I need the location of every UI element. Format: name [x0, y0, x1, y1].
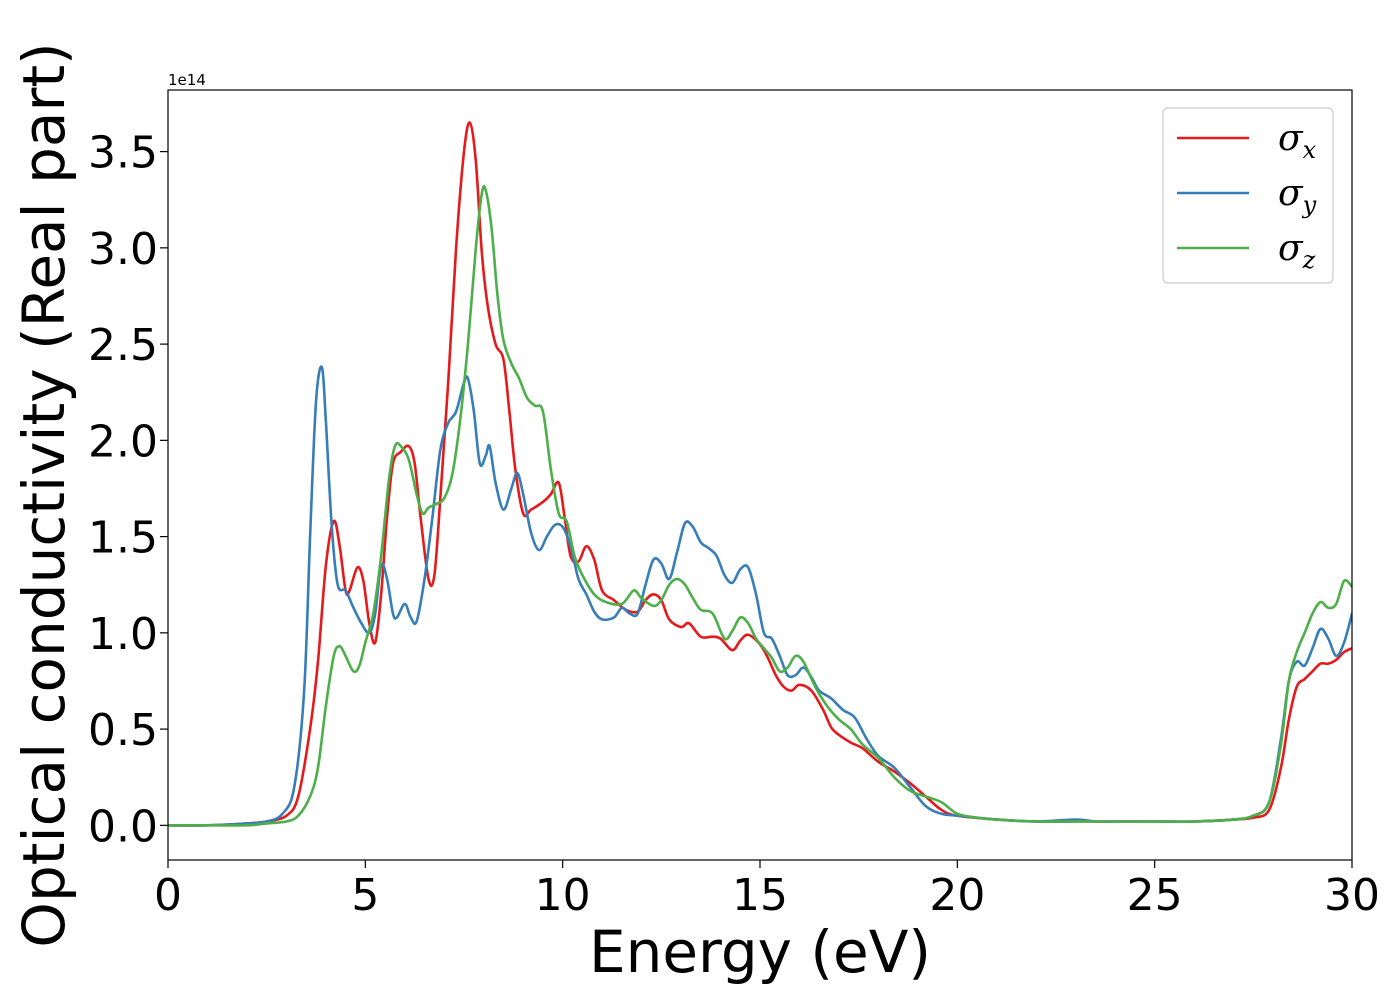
x-tick-label: 15: [732, 870, 788, 921]
legend-label-y: σy: [1278, 173, 1317, 219]
series-layer: [168, 121, 1352, 827]
y-tick-label: 0.5: [88, 705, 158, 756]
x-tick-label: 20: [929, 870, 985, 921]
x-tick-label: 25: [1127, 870, 1183, 921]
y-tick-label: 3.0: [88, 224, 158, 275]
legend-label-z: σz: [1278, 228, 1316, 274]
y-tick-label: 2.5: [88, 320, 158, 371]
x-tick-label: 5: [351, 870, 379, 921]
x-axis-ticks: 0 5 10 15 20 25 30: [154, 860, 1380, 921]
y-tick-label: 1.0: [88, 609, 158, 660]
series-line-z: [168, 184, 1352, 827]
y-tick-label: 2.0: [88, 416, 158, 467]
y-tick-label: 1.5: [88, 513, 158, 564]
y-tick-label: 3.5: [88, 128, 158, 179]
y-axis-title: Optical conductivity (Real part): [10, 42, 78, 947]
legend-label-x: σx: [1278, 118, 1317, 164]
x-axis-title: Energy (eV): [589, 918, 931, 986]
x-tick-label: 0: [154, 870, 182, 921]
legend-box: [1162, 107, 1334, 284]
y-tick-label: 0.0: [88, 801, 158, 852]
x-tick-label: 10: [535, 870, 591, 921]
legend: σx σy σz: [1162, 107, 1334, 284]
x-tick-label: 30: [1324, 870, 1380, 921]
y-axis-ticks: 0.0 0.5 1.0 1.5 2.0 2.5 3.0 3.5: [88, 128, 168, 852]
y-axis-offset-label: 1e14: [168, 71, 206, 89]
